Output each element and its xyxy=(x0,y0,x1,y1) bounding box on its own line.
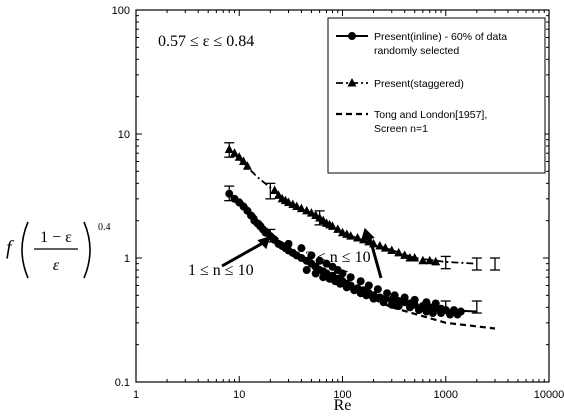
epsilon-range-label: 0.57 ≤ ε ≤ 0.84 xyxy=(158,33,254,50)
inline-point xyxy=(422,298,431,307)
inline-point xyxy=(346,273,355,282)
legend-marker-triangle xyxy=(347,78,357,87)
annotations: 0.57 ≤ ε ≤ 0.84 3 ≤ n ≤ 10 1 ≤ n ≤ 10 xyxy=(158,33,383,279)
legend: Present(inline) - 60% of data randomly se… xyxy=(327,17,546,174)
axis-labels: Re f 1 − ε ε 0.4 xyxy=(6,221,352,414)
staggered-point xyxy=(394,247,404,257)
y-label-exponent: 0.4 xyxy=(98,222,111,233)
x-tick-label: 10 xyxy=(233,389,245,401)
staggered-point xyxy=(239,156,249,166)
data-series xyxy=(224,142,501,330)
annotation-staggered-range: 3 ≤ n ≤ 10 xyxy=(305,249,371,266)
inline-point xyxy=(297,244,306,253)
staggered-point xyxy=(230,148,240,157)
x-tick-label: 1 xyxy=(133,389,139,401)
y-tick-label: 0.1 xyxy=(115,377,130,389)
inline-point xyxy=(446,310,455,319)
y-label-numerator: 1 − ε xyxy=(40,229,72,246)
x-tick-label: 1000 xyxy=(434,389,458,401)
inline-point xyxy=(356,277,365,286)
staggered-point xyxy=(292,201,302,211)
annotation-arrow-shaft xyxy=(221,240,266,268)
inline-point xyxy=(373,285,382,294)
inline-point xyxy=(390,291,399,300)
inline-point xyxy=(307,251,316,260)
inline-point xyxy=(400,293,409,302)
staggered-point xyxy=(302,205,312,215)
staggered-point xyxy=(327,221,337,230)
staggered-point xyxy=(375,240,385,250)
x-axis-label: Re xyxy=(334,397,352,414)
staggered-point xyxy=(346,231,356,240)
inline-point xyxy=(422,307,431,316)
staggered-point xyxy=(425,255,435,265)
annotation-arrow-head xyxy=(360,227,375,242)
staggered-point xyxy=(387,245,397,254)
y-tick-label: 1 xyxy=(124,253,130,265)
legend-label: randomly selected xyxy=(374,45,459,57)
y-label-paren-right xyxy=(83,221,91,279)
inline-point xyxy=(387,300,396,309)
staggered-point xyxy=(418,255,428,265)
inline-point xyxy=(302,266,311,275)
y-label-f: f xyxy=(6,237,14,259)
legend-label: Tong and London[1957], xyxy=(374,109,487,121)
inline-point xyxy=(315,256,324,265)
inline-point xyxy=(414,306,423,315)
y-tick-label: 10 xyxy=(118,129,130,141)
inline-point xyxy=(453,310,462,319)
staggered-point xyxy=(353,232,363,242)
legend-label: Present(staggered) xyxy=(374,78,464,90)
legend-box xyxy=(327,17,546,174)
y-label-paren-left xyxy=(21,221,29,279)
x-tick-label: 10000 xyxy=(534,389,564,401)
staggered-point xyxy=(400,250,410,259)
staggered-point xyxy=(270,185,280,195)
annotation-arrow-head xyxy=(257,236,271,250)
legend-marker-circle xyxy=(348,32,356,40)
staggered-point xyxy=(234,152,244,161)
staggered-point xyxy=(333,224,343,233)
inline-point xyxy=(428,309,437,318)
inline-point xyxy=(284,239,293,248)
staggered-point xyxy=(431,256,441,266)
inline-point xyxy=(431,299,440,308)
inline-point xyxy=(405,303,414,312)
y-tick-label: 100 xyxy=(112,5,130,17)
tong-london-line xyxy=(238,198,496,330)
annotation-inline-range: 1 ≤ n ≤ 10 xyxy=(188,262,254,279)
staggered-point xyxy=(296,203,306,213)
legend-label: Present(inline) - 60% of data xyxy=(374,31,507,43)
y-label-denominator: ε xyxy=(53,257,60,274)
inline-point xyxy=(383,289,392,298)
inline-point xyxy=(364,281,373,290)
staggered-point xyxy=(242,161,252,170)
staggered-point xyxy=(380,243,390,252)
annotation-arrow-shaft xyxy=(367,233,383,279)
inline-point xyxy=(311,269,320,278)
legend-label: Screen n=1 xyxy=(374,123,428,135)
inline-point xyxy=(322,259,331,268)
inline-point xyxy=(410,295,419,304)
staggered-point xyxy=(410,253,420,262)
x-tick-label: 100 xyxy=(333,389,351,401)
